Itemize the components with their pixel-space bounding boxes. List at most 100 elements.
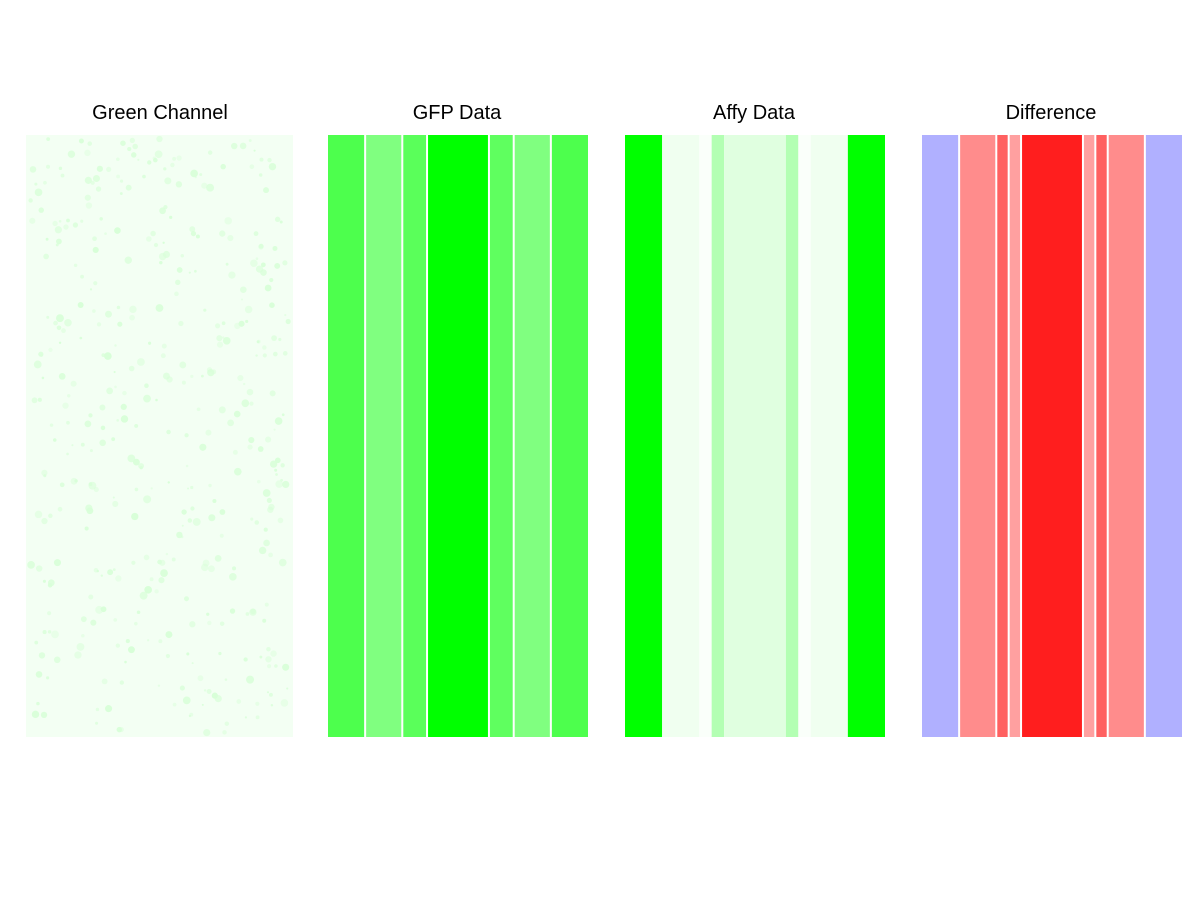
image-spot	[240, 298, 244, 301]
band	[785, 135, 799, 737]
image-spot	[206, 689, 212, 694]
image-spot	[66, 420, 70, 425]
image-spot	[93, 281, 98, 286]
image-spot	[119, 179, 124, 183]
image-spot	[48, 347, 53, 352]
image-spot	[233, 410, 241, 418]
image-spot	[219, 533, 224, 538]
image-spot	[53, 559, 61, 567]
green-channel-image	[26, 135, 293, 737]
image-spot	[195, 234, 200, 239]
image-spot	[55, 243, 59, 247]
image-spot	[70, 477, 78, 485]
image-spot	[120, 415, 129, 423]
image-spot	[231, 142, 238, 150]
image-spot	[70, 380, 77, 387]
image-spot	[122, 390, 127, 396]
image-spot	[104, 232, 107, 235]
image-spot	[286, 687, 289, 690]
image-spot	[229, 608, 236, 614]
image-spot	[38, 207, 44, 213]
image-spot	[53, 656, 61, 664]
image-spot	[100, 606, 107, 613]
image-spot	[206, 367, 213, 373]
image-spot	[148, 341, 152, 345]
image-spot	[255, 715, 260, 720]
panel-gfp-data: GFP Data	[328, 102, 588, 737]
image-spot	[155, 304, 164, 312]
image-spot	[216, 335, 223, 342]
image-spot	[258, 173, 263, 177]
band	[1144, 135, 1182, 737]
image-spot	[43, 180, 47, 185]
image-spot	[167, 481, 170, 484]
image-spot	[219, 509, 226, 515]
band	[488, 135, 514, 737]
image-spot	[88, 413, 93, 418]
image-spot	[241, 399, 250, 408]
image-spot	[166, 376, 173, 383]
band	[1095, 135, 1108, 737]
image-spot	[127, 454, 136, 463]
image-spot	[172, 702, 177, 707]
image-spot	[275, 473, 278, 476]
image-spot	[179, 685, 185, 691]
image-spot	[196, 407, 201, 412]
affy-bands	[625, 135, 885, 737]
image-spot	[258, 243, 264, 249]
image-spot	[124, 256, 132, 264]
image-spot	[134, 487, 139, 492]
image-spot	[29, 166, 37, 173]
image-spot	[255, 257, 259, 260]
image-spot	[258, 546, 267, 555]
image-spot	[162, 241, 165, 244]
image-spot	[93, 567, 99, 573]
image-spot	[80, 274, 84, 279]
image-spot	[41, 517, 48, 525]
band	[625, 135, 663, 737]
image-spot	[264, 284, 272, 292]
image-spot	[245, 612, 250, 616]
image-spot	[116, 174, 120, 179]
image-spot	[78, 138, 84, 144]
image-spot	[224, 678, 228, 681]
image-spot	[184, 596, 189, 602]
image-spot	[80, 616, 87, 623]
image-spot	[249, 164, 255, 170]
image-spot	[259, 655, 263, 659]
image-spot	[46, 164, 50, 169]
image-spot	[280, 463, 285, 468]
image-spot	[179, 361, 187, 369]
image-spot	[187, 518, 193, 523]
image-spot	[201, 703, 204, 706]
image-spot	[250, 517, 254, 521]
image-spot	[36, 701, 40, 706]
image-spot	[47, 630, 52, 634]
image-spot	[270, 703, 274, 707]
difference-bands	[922, 135, 1182, 737]
image-spot	[249, 401, 254, 406]
image-spot	[159, 260, 163, 265]
image-spot	[279, 220, 283, 224]
image-spot	[129, 305, 137, 314]
image-spot	[105, 705, 113, 713]
image-spot	[31, 710, 40, 719]
band	[662, 135, 700, 737]
image-spot	[40, 711, 48, 719]
image-spot	[225, 262, 229, 266]
image-spot	[207, 150, 213, 155]
image-spot	[277, 517, 284, 524]
image-spot	[129, 137, 135, 144]
image-spot	[116, 726, 122, 733]
image-spot	[274, 262, 281, 269]
image-spot	[232, 449, 238, 455]
image-spot	[194, 269, 197, 273]
image-spot	[224, 217, 232, 225]
image-spot	[153, 157, 158, 163]
image-spot	[165, 653, 171, 659]
image-spot	[184, 433, 189, 438]
image-spot	[233, 467, 242, 476]
panel-affy-data: Affy Data	[625, 102, 885, 737]
image-spot	[54, 226, 62, 234]
image-spot	[156, 135, 163, 143]
